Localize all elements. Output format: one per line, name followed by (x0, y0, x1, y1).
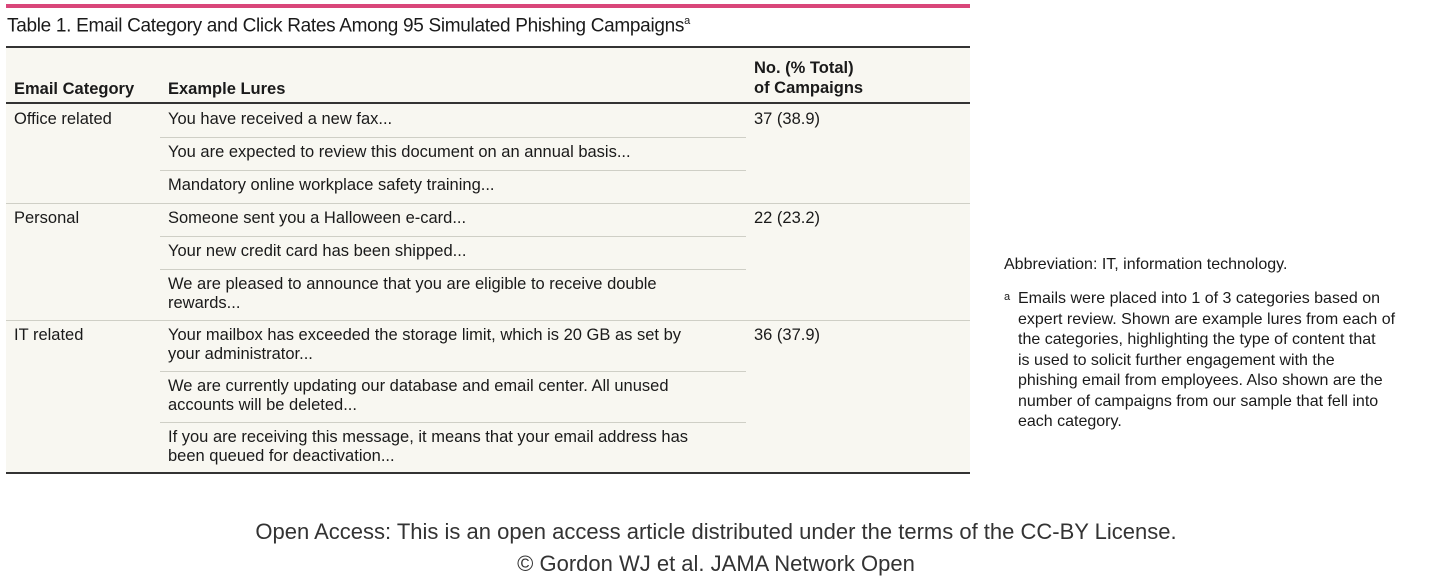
category-cell: Personal (14, 209, 80, 227)
lure-divider (160, 236, 746, 237)
header-count-line2: of Campaigns (754, 79, 864, 97)
lure-text: We are pleased to announce that you are … (168, 275, 657, 293)
count-cell: 36 (37.9) (754, 326, 821, 344)
lure-divider (160, 137, 746, 138)
footnote-line: is used to solicit further engagement wi… (1018, 351, 1335, 369)
lure-text: Mandatory online workplace safety traini… (168, 176, 495, 194)
lure-text: your administrator... (168, 345, 313, 363)
lure-text: You are expected to review this document… (168, 143, 631, 161)
header-rule (6, 102, 970, 104)
copyright-text: © Gordon WJ et al. JAMA Network Open (517, 551, 915, 576)
header-example-lures: Example Lures (168, 80, 286, 98)
lure-text: Your mailbox has exceeded the storage li… (168, 326, 681, 344)
footnote-line: Emails were placed into 1 of 3 categorie… (1018, 290, 1380, 307)
lure-text: Someone sent you a Halloween e-card... (168, 209, 467, 227)
footnote-mark: a (684, 15, 690, 27)
lure-text: Your new credit card has been shipped... (168, 242, 467, 260)
count-cell: 37 (38.9) (754, 110, 821, 128)
row-divider (6, 203, 970, 204)
data-table: Email Category Example Lures No. (% Tota… (6, 46, 970, 474)
lure-text: We are currently updating our database a… (168, 377, 669, 395)
footnote-line: phishing email from employees. Also show… (1018, 372, 1383, 389)
lure-divider (160, 422, 746, 423)
footnote-mark: a (1004, 291, 1011, 303)
lure-text: rewards... (168, 294, 241, 312)
footnote-line: the categories, highlighting the type of… (1018, 331, 1376, 348)
license-text: Open Access: This is an open access arti… (255, 519, 1177, 544)
row-divider (6, 320, 970, 321)
footnote-line: expert review. Shown are example lures f… (1018, 310, 1396, 328)
accent-bar (6, 4, 970, 8)
header-count-line1: No. (% Total) (754, 59, 854, 77)
category-cell: IT related (14, 326, 84, 344)
table-title-text: Table 1. Email Category and Click Rates … (7, 15, 685, 37)
table-title: Table 1. Email Category and Click Rates … (7, 15, 690, 37)
lure-text: If you are receiving this message, it me… (168, 428, 688, 446)
header-email-category: Email Category (14, 80, 135, 98)
lure-divider (160, 371, 746, 372)
count-cell: 22 (23.2) (754, 209, 821, 227)
lure-divider (160, 170, 746, 171)
lure-text: been queued for deactivation... (168, 447, 395, 465)
abbreviation-note: Abbreviation: IT, information technology… (1004, 256, 1288, 273)
footnote-line: number of campaigns from our sample that… (1018, 392, 1379, 410)
lure-text: accounts will be deleted... (168, 396, 357, 414)
lure-text: You have received a new fax... (168, 110, 393, 128)
lure-divider (160, 269, 746, 270)
category-cell: Office related (14, 110, 112, 128)
footnote-line: each category. (1018, 413, 1122, 430)
